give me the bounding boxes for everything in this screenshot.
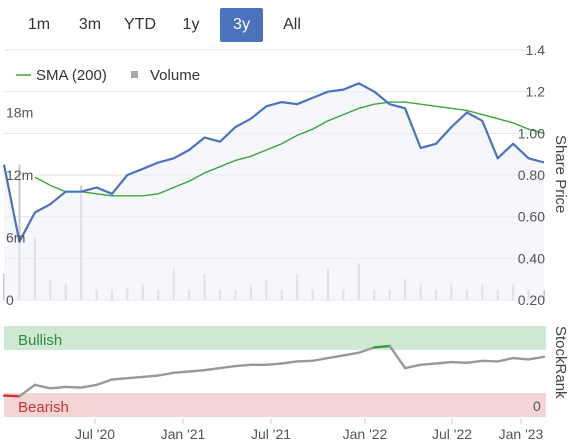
range-button-all[interactable]: All: [283, 16, 301, 33]
x-tick-label: Jan '22: [343, 426, 388, 441]
stockrank-segment: [295, 359, 314, 363]
stockrank-segment: [403, 363, 422, 370]
sma-line: [34, 101, 545, 197]
price-tick-label: 1.2: [526, 84, 546, 100]
stockrank-segment: [496, 356, 515, 363]
price-axis-title: Share Price: [552, 135, 569, 213]
volume-tick-label: 0: [6, 292, 14, 308]
x-tick-label: Jan '23: [499, 426, 544, 441]
sma-legend-label[interactable]: SMA (200): [36, 67, 107, 84]
stockrank-segment: [18, 383, 37, 398]
stockrank-segment: [527, 355, 546, 361]
volume-legend-label[interactable]: Volume: [150, 67, 200, 84]
date-axis: Jul '20 Jan '21 Jul '21 Jan '22 Jul '22 Jan '…: [75, 418, 544, 441]
stockrank-segment: [187, 369, 206, 373]
stockrank-segment: [218, 364, 237, 370]
stockrank-segment: [2, 394, 21, 398]
range-selector: 1m 3m YTD 1y 3y All: [0, 8, 330, 42]
price-series-group: [2, 82, 545, 300]
stockrank-segment: [64, 385, 83, 389]
stockrank-segment: [342, 351, 361, 357]
stockrank-segment: [419, 362, 438, 366]
range-button-3m[interactable]: 3m: [78, 16, 102, 33]
bearish-label: Bearish: [18, 399, 69, 416]
stockrank-segment: [388, 344, 407, 370]
range-button-ytd[interactable]: YTD: [124, 16, 156, 33]
price-line: [2, 82, 545, 243]
volume-bar: [18, 164, 21, 300]
price-tick-label: 0.60: [518, 209, 545, 225]
stockrank-series-group: [2, 344, 546, 398]
stockrank-segment: [357, 346, 376, 354]
stockrank-segment: [511, 356, 530, 361]
stockrank-segment: [172, 370, 191, 374]
stockrank-segment: [33, 383, 52, 390]
stockrank-segment: [126, 375, 145, 380]
bullish-label: Bullish: [18, 332, 62, 349]
range-button-3y[interactable]: 3y: [220, 8, 263, 42]
stockrank-segment: [49, 385, 67, 390]
stockrank-segment: [203, 366, 222, 372]
price-tick-label: 1.00: [518, 125, 545, 141]
stockrank-axis-title: StockRank: [552, 326, 569, 399]
price-area: [4, 83, 544, 300]
stockrank-segment: [265, 362, 283, 366]
price-tick-label: 0.80: [518, 167, 545, 183]
volume-legend-swatch: [131, 71, 138, 78]
stockrank-segment: [450, 360, 469, 364]
stockrank-segment: [434, 360, 453, 365]
stockrank-segment: [110, 377, 129, 381]
stockrank-segment: [280, 360, 299, 365]
x-tick-label: Jul '21: [251, 426, 291, 441]
chart-legend: SMA (200) Volume: [16, 67, 200, 84]
stockrank-segment: [373, 344, 391, 349]
stockrank-segment: [79, 383, 98, 389]
volume-tick-label: 18m: [6, 105, 33, 121]
stockrank-panel: Bullish Bearish 0: [2, 326, 546, 417]
volume-tick-label: 12m: [6, 167, 33, 183]
volume-tick-label: 6m: [6, 230, 25, 246]
price-tick-label: 1.4: [526, 42, 546, 58]
stockrank-segment: [311, 356, 330, 362]
price-tick-label: 0.20: [518, 292, 545, 308]
range-button-1m[interactable]: 1m: [27, 16, 51, 33]
price-axis: 1.4 1.2 1.00 0.80 0.60 0.40 0.20: [518, 42, 545, 308]
x-tick-label: Jul '20: [75, 426, 115, 441]
stockrank-segment: [465, 359, 484, 364]
x-tick-label: Jan '21: [161, 426, 206, 441]
bearish-band: [4, 393, 546, 417]
stockrank-segment: [481, 359, 499, 363]
stockrank-segment: [95, 378, 114, 387]
stockrank-segment: [141, 374, 160, 379]
stockrank-segment: [234, 363, 253, 368]
stockrank-segment: [326, 354, 345, 360]
price-tick-label: 0.40: [518, 250, 545, 266]
x-tick-label: Jul '22: [432, 426, 472, 441]
stockrank-zero-tick: 0: [533, 398, 541, 414]
bullish-band: [4, 326, 546, 350]
volume-axis: 18m 12m 6m 0: [6, 105, 33, 309]
range-button-1y[interactable]: 1y: [182, 16, 200, 33]
stockrank-segment: [157, 371, 175, 377]
